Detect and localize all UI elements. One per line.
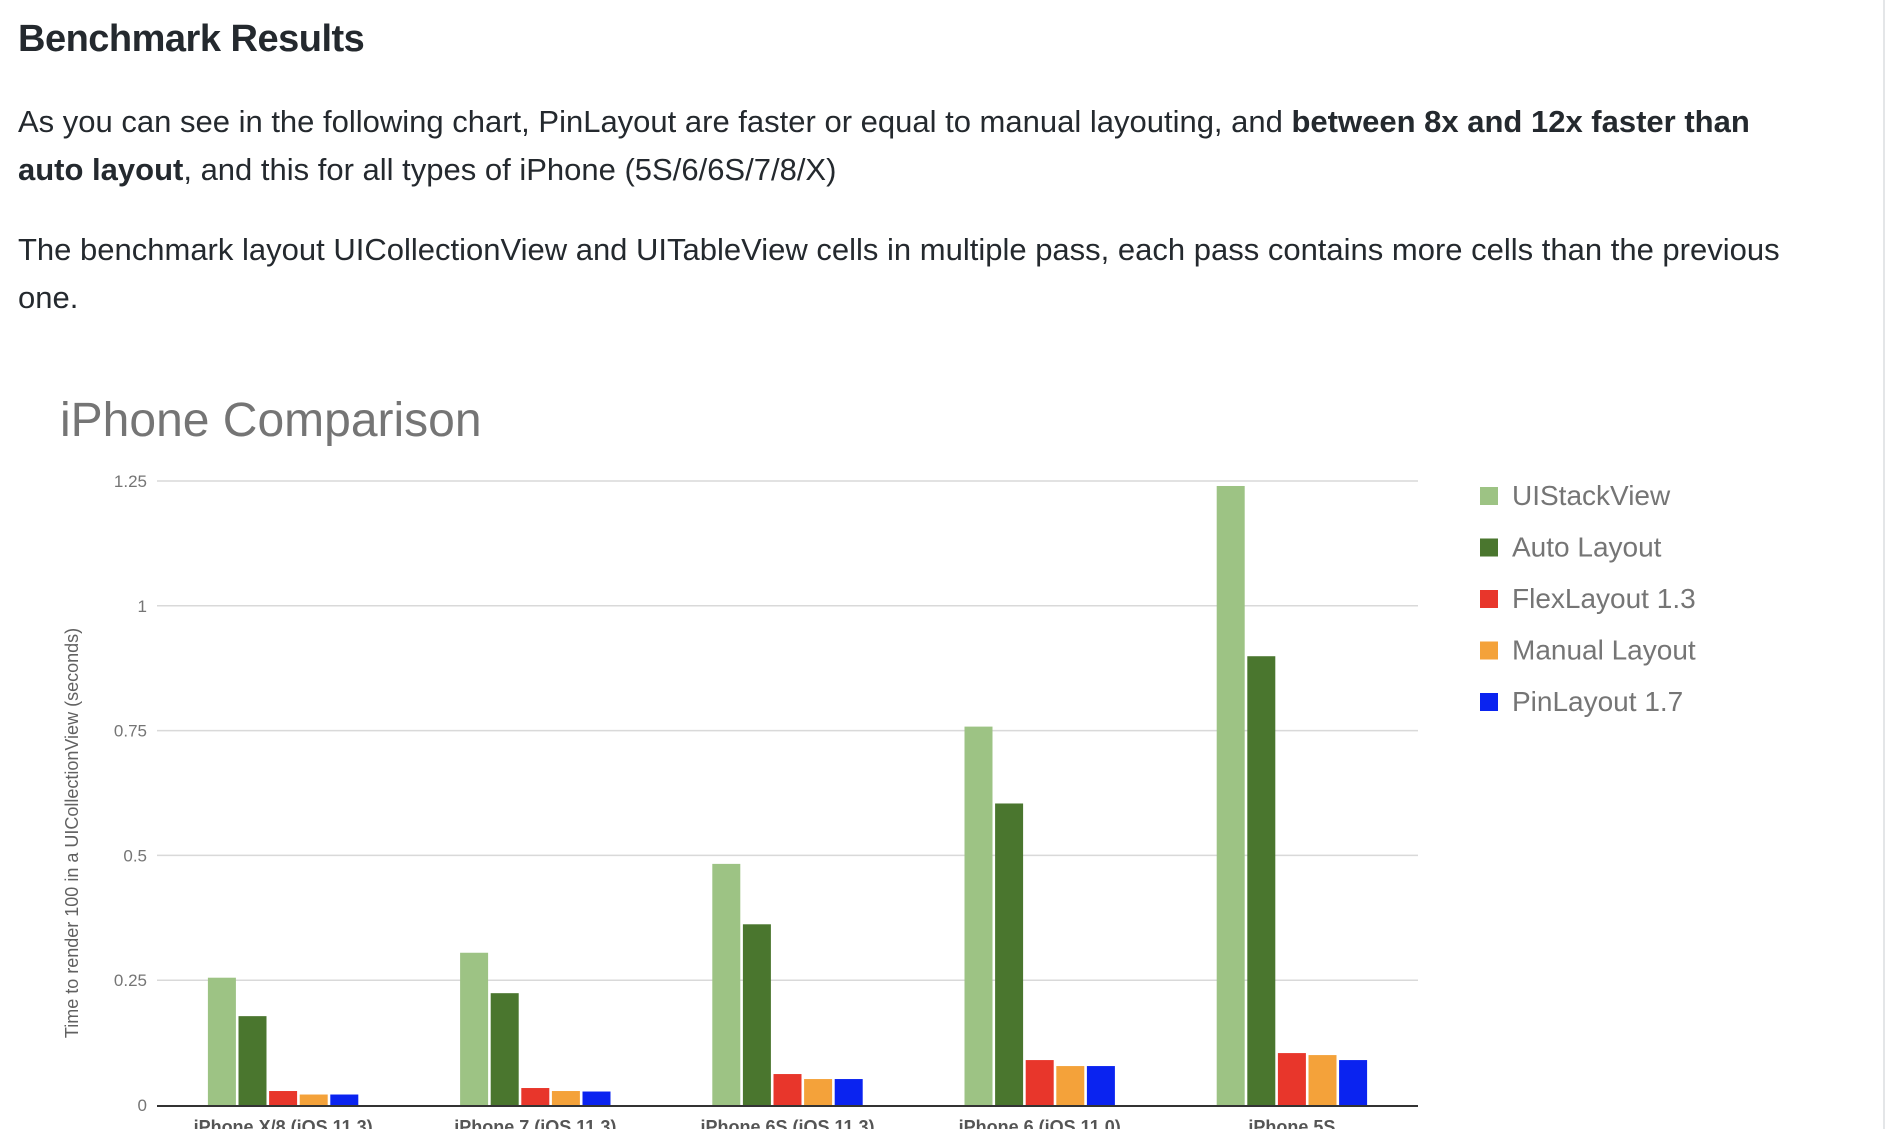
legend-label: PinLayout 1.7 — [1512, 686, 1683, 717]
bar-uistackview — [1216, 485, 1245, 1105]
bar-uistackview — [964, 726, 993, 1105]
iphone-comparison-chart: iPhone Comparison 0 0.25 0.5 0.75 1 1.25 Time… — [60, 394, 1696, 1129]
y-tick-label: 0 — [138, 1096, 147, 1115]
bar-flexlayout-1-3 — [1025, 1060, 1054, 1105]
bar-flexlayout-1-3 — [269, 1091, 298, 1105]
legend-swatch — [1480, 590, 1498, 608]
x-category-label: iPhone X/8 (iOS 11.3) — [194, 1117, 373, 1129]
bar-uistackview — [460, 952, 489, 1105]
legend-swatch — [1480, 538, 1498, 557]
intro-bold-text: between 8x and 12x faster than auto layo… — [18, 104, 1750, 187]
bar-pinlayout-1-7 — [1086, 1066, 1115, 1105]
bar-auto-layout — [995, 803, 1024, 1105]
y-tick-label: 1.25 — [114, 472, 147, 491]
legend-swatch — [1480, 641, 1498, 660]
legend-swatch — [1480, 487, 1498, 505]
bar-manual-layout — [551, 1091, 580, 1105]
y-tick-label: 0.75 — [114, 722, 147, 741]
bar-flexlayout-1-3 — [773, 1074, 802, 1105]
legend-label: FlexLayout 1.3 — [1512, 583, 1696, 614]
benchmark-description: The benchmark layout UICollectionView an… — [18, 232, 1780, 315]
y-tick-label: 0.25 — [114, 971, 147, 990]
x-category-label: iPhone 5S — [1248, 1117, 1335, 1129]
bar-pinlayout-1-7 — [330, 1094, 359, 1105]
bar-auto-layout — [1247, 656, 1276, 1105]
bar-pinlayout-1-7 — [1339, 1060, 1368, 1105]
chart-gridlines — [157, 480, 1418, 981]
x-category-label: iPhone 6S (iOS 11.3) — [700, 1117, 874, 1129]
legend-swatch — [1480, 693, 1498, 711]
x-category-label: iPhone 6 (iOS 11.0) — [959, 1117, 1121, 1129]
bar-flexlayout-1-3 — [1277, 1053, 1306, 1105]
bar-pinlayout-1-7 — [582, 1091, 611, 1105]
chart-legend: UIStackView Auto Layout FlexLayout 1.3 Manu… — [1480, 480, 1696, 717]
bar-uistackview — [207, 977, 236, 1105]
bar-manual-layout — [1056, 1066, 1085, 1105]
y-axis-ticks: 0 0.25 0.5 0.75 1 1.25 — [114, 472, 147, 1115]
section-heading: Benchmark Results — [18, 18, 365, 60]
chart-bars — [207, 485, 1368, 1105]
bar-auto-layout — [742, 924, 771, 1105]
bar-uistackview — [712, 863, 741, 1105]
bar-manual-layout — [1308, 1055, 1337, 1105]
bar-manual-layout — [804, 1079, 833, 1105]
legend-label: Auto Layout — [1512, 532, 1662, 563]
page-scroll-edge — [1883, 0, 1885, 1129]
bar-manual-layout — [299, 1094, 328, 1105]
y-axis-label: Time to render 100 in a UICollectionView… — [62, 628, 82, 1038]
intro-text-a: As you can see in the following chart, P… — [18, 104, 1292, 139]
y-tick-label: 1 — [138, 597, 147, 616]
bar-auto-layout — [238, 1016, 267, 1105]
legend-label: UIStackView — [1512, 480, 1671, 511]
chart-title: iPhone Comparison — [60, 394, 482, 447]
x-axis-categories: iPhone X/8 (iOS 11.3) iPhone 7 (iOS 11.3)… — [194, 1117, 1336, 1129]
bar-flexlayout-1-3 — [521, 1088, 550, 1105]
intro-text-b: , and this for all types of iPhone (5S/6… — [183, 152, 837, 187]
bar-pinlayout-1-7 — [834, 1079, 863, 1105]
legend-label: Manual Layout — [1512, 635, 1696, 666]
bar-auto-layout — [490, 993, 519, 1105]
intro-paragraph: As you can see in the following chart, P… — [18, 98, 1818, 194]
x-category-label: iPhone 7 (iOS 11.3) — [454, 1117, 616, 1129]
y-tick-label: 0.5 — [123, 846, 147, 865]
